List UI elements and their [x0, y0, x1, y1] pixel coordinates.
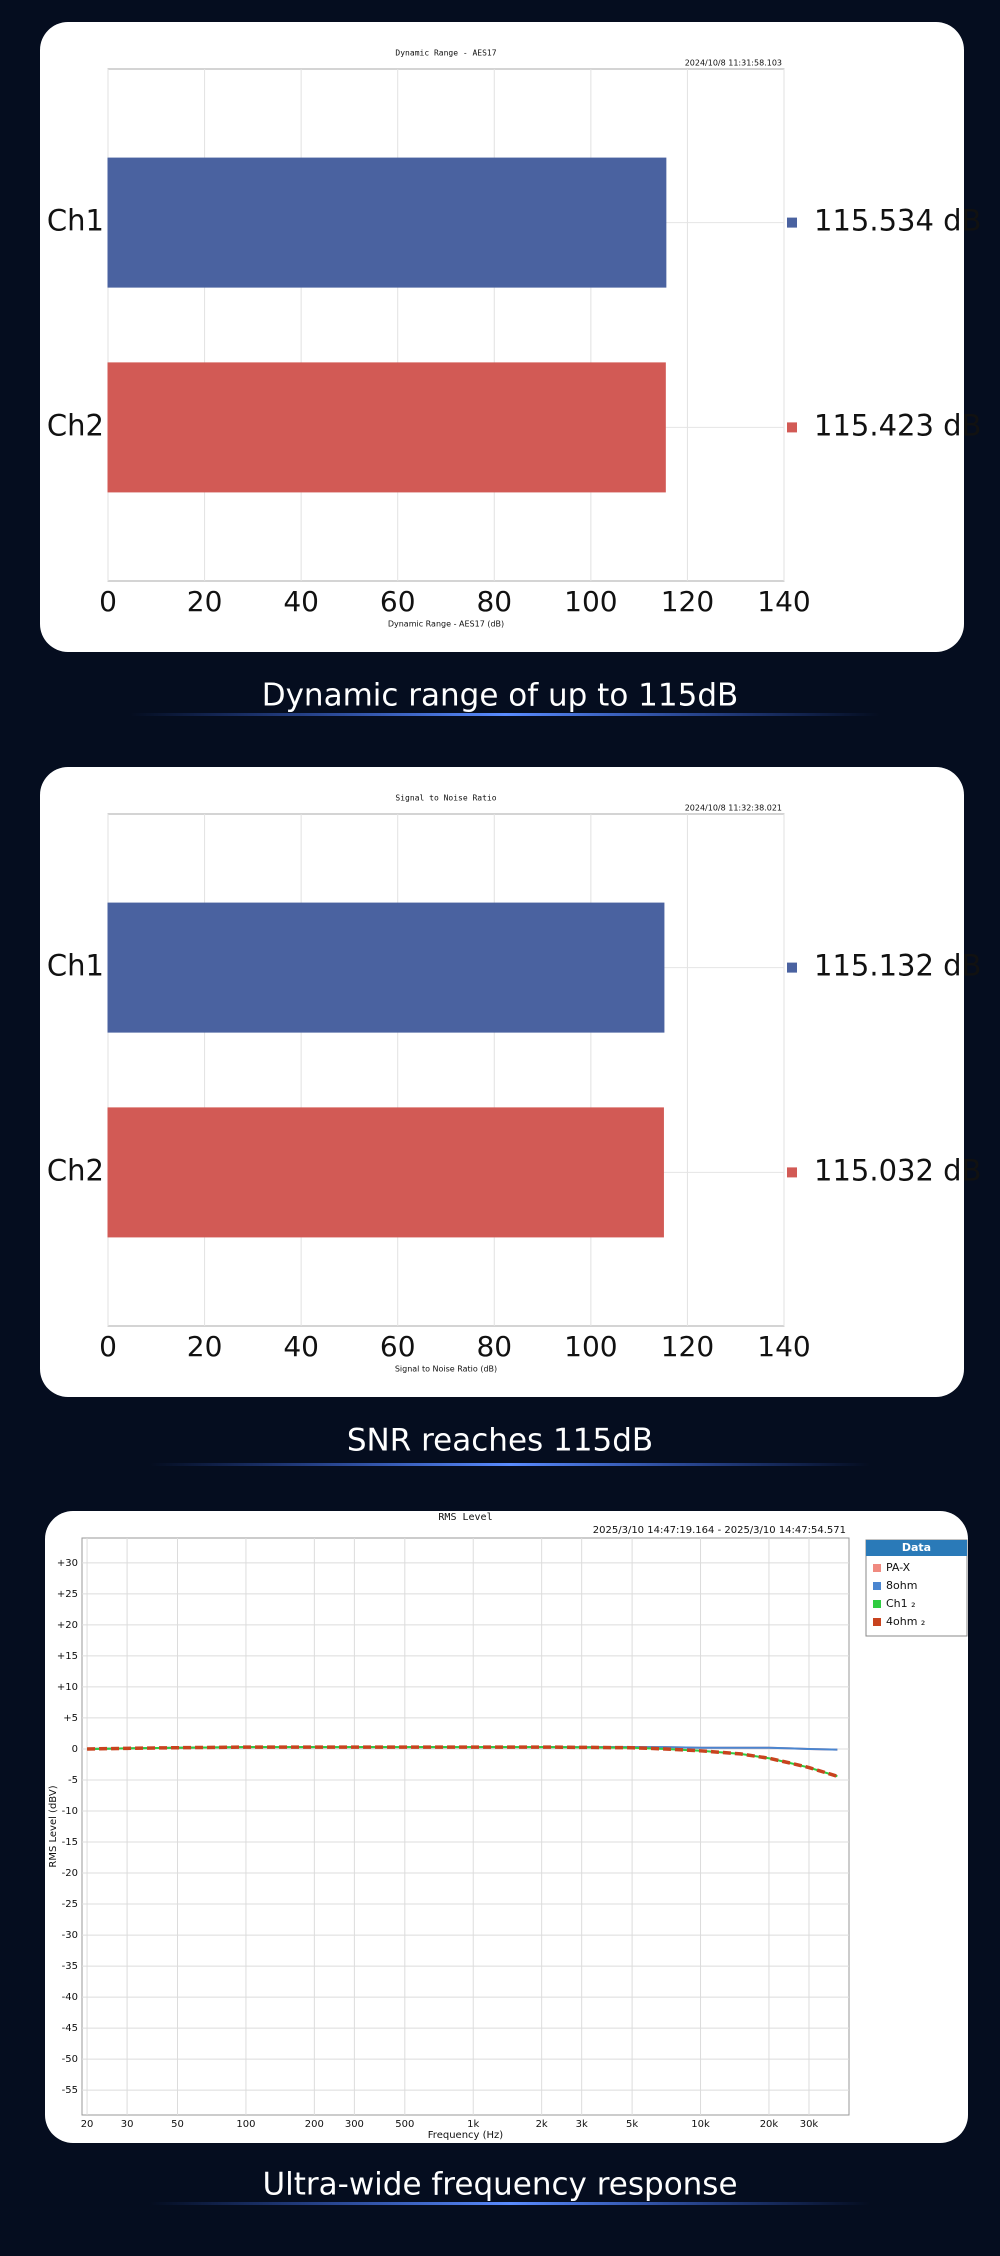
- card: [40, 767, 964, 1397]
- y-tick-label: -10: [62, 1806, 78, 1817]
- category-label: Ch2: [47, 1153, 104, 1187]
- x-tick-label: 500: [395, 2119, 414, 2130]
- x-tick-label: 100: [236, 2119, 255, 2130]
- x-tick-label: 20: [187, 1330, 223, 1363]
- value-label: 115.132 dB: [814, 949, 981, 983]
- y-tick-label: +5: [63, 1713, 78, 1724]
- y-tick-label: +10: [57, 1682, 78, 1693]
- caption: SNR reaches 115dB: [347, 1423, 653, 1459]
- x-tick-label: 120: [661, 1330, 714, 1363]
- y-tick-label: -45: [62, 2023, 78, 2034]
- x-tick-label: 200: [305, 2119, 324, 2130]
- x-tick-label: 20k: [760, 2119, 779, 2130]
- legend-swatch: [873, 1618, 881, 1626]
- value-label: 115.032 dB: [814, 1153, 981, 1187]
- glow-line: [130, 713, 880, 716]
- y-tick-label: +25: [57, 1589, 78, 1600]
- y-tick-label: -30: [62, 1930, 78, 1941]
- x-tick-label: 40: [283, 585, 319, 618]
- y-tick-label: +30: [57, 1558, 78, 1569]
- value-label: 115.534 dB: [814, 204, 981, 238]
- legend-swatch: [787, 962, 797, 973]
- x-tick-label: 30: [121, 2119, 134, 2130]
- x-tick-label: 140: [757, 585, 810, 618]
- category-label: Ch2: [47, 408, 104, 442]
- x-tick-label: 20: [187, 585, 223, 618]
- glow-line: [150, 1463, 870, 1466]
- series-line: [87, 1745, 838, 1778]
- x-tick-label: 100: [564, 1330, 617, 1363]
- x-tick-label: 140: [757, 1330, 810, 1363]
- legend-swatch: [873, 1582, 881, 1590]
- x-tick-label: 80: [476, 1330, 512, 1363]
- x-tick-label: 50: [171, 2119, 184, 2130]
- y-tick-label: -55: [62, 2085, 78, 2096]
- bar: [107, 1107, 664, 1238]
- x-tick-label: 10k: [691, 2119, 710, 2130]
- y-tick-label: +15: [57, 1651, 78, 1662]
- x-tick-label: 100: [564, 585, 617, 618]
- y-tick-label: -50: [62, 2054, 78, 2065]
- x-axis-label: Dynamic Range - AES17 (dB): [388, 620, 504, 629]
- bar: [107, 157, 667, 288]
- x-tick-label: 0: [99, 1330, 117, 1363]
- x-tick-label: 60: [380, 585, 416, 618]
- x-tick-label: 60: [380, 1330, 416, 1363]
- category-label: Ch1: [47, 204, 104, 238]
- category-label: Ch1: [47, 949, 104, 983]
- legend-label: Ch1 ₂: [886, 1597, 916, 1610]
- y-tick-label: -25: [62, 1899, 78, 1910]
- chart-title: RMS Level: [438, 1512, 492, 1523]
- card: [45, 1511, 968, 2143]
- bar: [107, 362, 666, 493]
- x-tick-label: 40: [283, 1330, 319, 1363]
- legend-label: 8ohm: [886, 1579, 917, 1592]
- legend-swatch: [787, 1167, 797, 1178]
- y-tick-label: +20: [57, 1620, 78, 1631]
- legend-title: Data: [902, 1541, 931, 1554]
- x-tick-label: 3k: [576, 2119, 588, 2130]
- x-tick-label: 2k: [536, 2119, 548, 2130]
- timestamp: 2025/3/10 14:47:19.164 - 2025/3/10 14:47…: [593, 1525, 846, 1536]
- glow-line: [150, 2202, 870, 2205]
- caption: Dynamic range of up to 115dB: [262, 678, 739, 714]
- legend-swatch: [787, 422, 797, 433]
- x-tick-label: 30k: [800, 2119, 819, 2130]
- x-axis-label: Signal to Noise Ratio (dB): [395, 1365, 497, 1374]
- caption: Ultra-wide frequency response: [262, 2167, 737, 2203]
- legend-label: 4ohm ₂: [886, 1615, 925, 1628]
- value-label: 115.423 dB: [814, 408, 981, 442]
- card: [40, 22, 964, 652]
- y-axis-label: RMS Level (dBV): [48, 1785, 59, 1867]
- x-axis-label: Frequency (Hz): [428, 2130, 504, 2141]
- y-tick-label: -40: [62, 1992, 78, 2003]
- x-tick-label: 80: [476, 585, 512, 618]
- y-tick-label: -5: [68, 1775, 78, 1786]
- y-tick-label: -35: [62, 1961, 78, 1972]
- x-tick-label: 5k: [626, 2119, 638, 2130]
- x-tick-label: 20: [81, 2119, 94, 2130]
- timestamp: 2024/10/8 11:32:38.021: [685, 804, 782, 813]
- legend-swatch: [787, 217, 797, 228]
- chart-title: Signal to Noise Ratio: [395, 794, 496, 803]
- legend-header: [866, 1540, 967, 1556]
- legend-swatch: [873, 1600, 881, 1608]
- chart-title: Dynamic Range - AES17: [395, 49, 496, 58]
- legend-swatch: [873, 1564, 881, 1572]
- x-tick-label: 300: [345, 2119, 364, 2130]
- bar: [107, 902, 665, 1033]
- y-tick-label: -20: [62, 1868, 78, 1879]
- plot-area: [81, 1537, 850, 2116]
- y-tick-label: 0: [72, 1744, 78, 1755]
- timestamp: 2024/10/8 11:31:58.103: [685, 59, 782, 68]
- legend-label: PA-X: [886, 1561, 911, 1574]
- x-tick-label: 1k: [467, 2119, 479, 2130]
- y-tick-label: -15: [62, 1837, 78, 1848]
- x-tick-label: 0: [99, 585, 117, 618]
- x-tick-label: 120: [661, 585, 714, 618]
